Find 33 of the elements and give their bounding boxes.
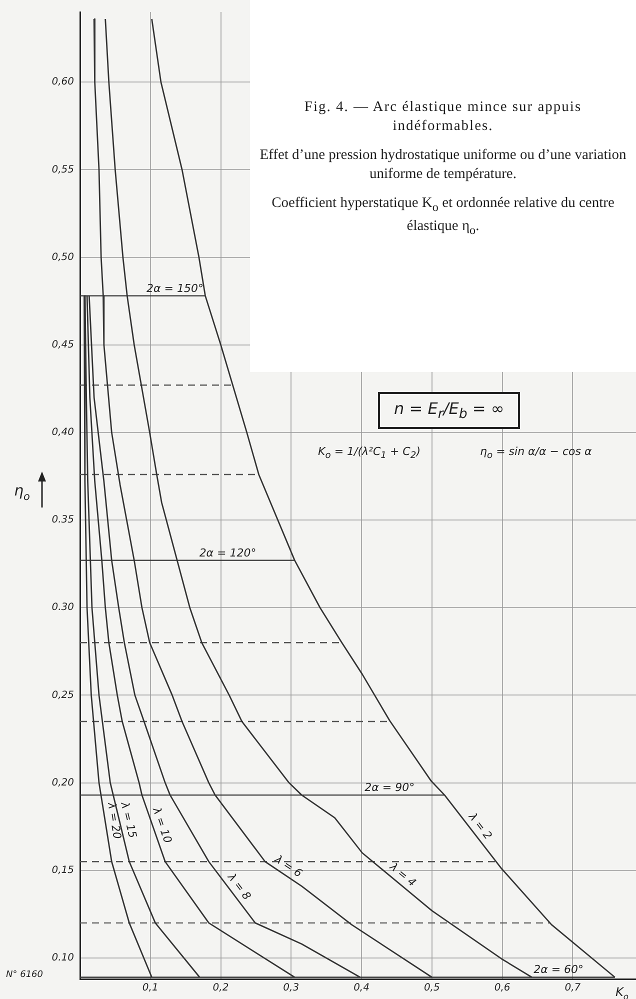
text: λ = 8 bbox=[224, 870, 254, 903]
text: λ = 4 bbox=[386, 860, 418, 890]
text: λ = 10 bbox=[150, 804, 174, 845]
caption-panel: Fig. 4. — Arc élastique mince sur appuis indéformables. Effet d’une pression hydrostatique uniforme ou d’une variation uniforme de température. Coefficient hyperstatique K$_{o}$ et ordonnée relative du centre élastique η$_{o}$. bbox=[250, 0, 636, 372]
annotation: 2α = 60° bbox=[534, 963, 584, 976]
y-tick-label: 0,15 bbox=[52, 864, 74, 876]
text: λ = 6 bbox=[272, 852, 304, 880]
annotation: Coefficient hyperstatique K$_{o}$ et ordonnée relative du centre élastique η$_{o}$. bbox=[270, 194, 616, 239]
annotation: 2α = 120° bbox=[199, 546, 256, 560]
x-tick-label: 0,4 bbox=[354, 982, 370, 994]
y-tick-label: 0,55 bbox=[52, 164, 74, 176]
y-tick-label: 0,60 bbox=[52, 76, 74, 88]
y-tick-label: 0.30 bbox=[52, 602, 74, 614]
annotation: η$_{o}$ = sin α/α − cos α bbox=[480, 445, 592, 462]
y-tick-label: 0,40 bbox=[52, 427, 74, 438]
x-tick-label: 0,3 bbox=[283, 982, 300, 994]
x-tick-label: 0,1 bbox=[142, 982, 158, 994]
y-tick-label: 0.10 bbox=[52, 952, 74, 964]
text: λ = 2 bbox=[465, 810, 495, 842]
y-tick-label: 0.35 bbox=[52, 514, 74, 526]
annotation: K$_{o}$ = 1/(λ²C$_{1}$ + C$_{2}$) bbox=[318, 445, 420, 462]
annotation: n = E$_{r}$/E$_{b}$ = ∞ bbox=[378, 392, 520, 430]
x-tick-label: 0,7 bbox=[564, 982, 582, 994]
y-tick-label: 0,45 bbox=[52, 339, 74, 350]
x-tick-label: 0,6 bbox=[494, 982, 510, 994]
y-tick-label: 0,50 bbox=[52, 252, 74, 263]
y-tick-label: 0,20 bbox=[52, 777, 74, 788]
annotation: 2α = 90° bbox=[364, 781, 415, 794]
annotation: 2α = 150° bbox=[146, 282, 204, 295]
x-tick-label: 0,2 bbox=[212, 982, 229, 994]
text: N° 6160 bbox=[6, 970, 43, 980]
y-tick-label: 0,25 bbox=[52, 690, 74, 701]
x-tick-label: 0,5 bbox=[424, 982, 440, 994]
